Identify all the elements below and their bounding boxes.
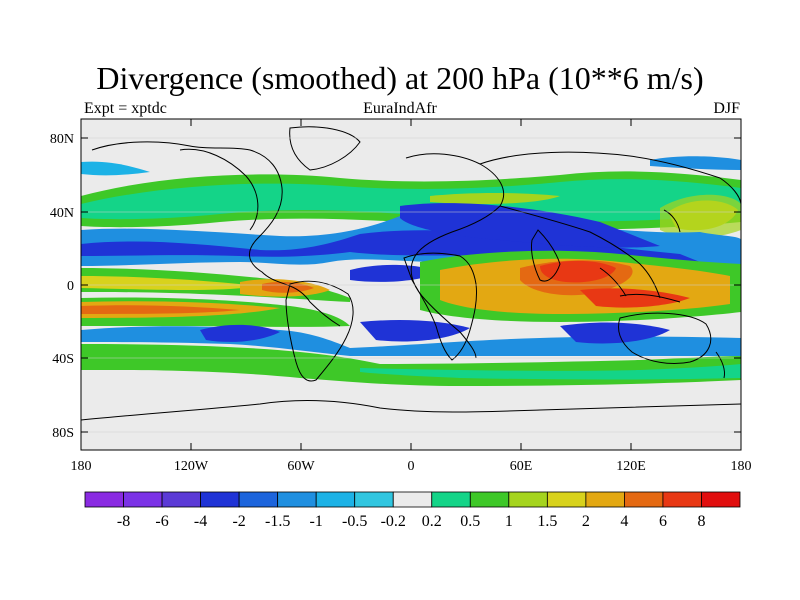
colorbar-swatch — [662, 491, 702, 508]
field-south-light-green — [360, 364, 741, 380]
colorbar-label: -6 — [155, 513, 168, 530]
graticule — [81, 137, 741, 433]
colorbar-swatch — [508, 491, 548, 508]
colorbar-label: -1 — [310, 513, 323, 530]
lon-label-60e: 60E — [510, 459, 533, 474]
lon-label-180e: 180 — [731, 459, 752, 474]
colorbar-swatch — [392, 491, 433, 508]
colorbar-labels: -8 -6 -4 -2 -1.5 -1 -0.5 -0.2 0.2 0.5 1 1.5 2 4 6 8 — [117, 513, 706, 530]
colorbar-label: 0.5 — [460, 513, 480, 530]
colorbar-label: 0.2 — [422, 513, 442, 530]
field-south-tropics-red — [81, 305, 240, 314]
lon-label-60w: 60W — [287, 459, 315, 474]
lat-label-40s: 40S — [52, 352, 74, 367]
field-arctic-blue — [81, 161, 150, 176]
colorbar-swatch — [123, 491, 163, 508]
colorbar-swatch — [161, 491, 201, 508]
lat-label-eq: 0 — [67, 279, 74, 294]
colorbar-swatch — [546, 491, 587, 508]
colorbar-swatch — [84, 491, 124, 508]
colorbar-label: -2 — [232, 513, 245, 530]
lat-label-80s: 80S — [52, 426, 74, 441]
lat-label-80n: 80N — [50, 132, 74, 147]
colorbar-swatch — [238, 491, 279, 508]
field-atlantic-blue — [350, 264, 440, 282]
colorbar-swatch — [624, 491, 664, 508]
colorbar-swatch — [315, 491, 356, 508]
colorbar-label: 1 — [505, 513, 513, 530]
colorbar-label: -1.5 — [265, 513, 290, 530]
colorbar-label: 4 — [620, 513, 628, 530]
colorbar — [84, 491, 741, 508]
field-north-blue-patch — [650, 156, 741, 170]
colorbar-label: -0.5 — [342, 513, 367, 530]
colorbar-label: -8 — [117, 513, 130, 530]
experiment-label: Expt = xptdc — [84, 100, 167, 117]
field-japan-green — [660, 194, 741, 238]
colorbar-swatch — [469, 491, 510, 508]
colorbar-label: 6 — [659, 513, 667, 530]
colorbar-swatch — [701, 491, 741, 508]
colorbar-swatch — [354, 491, 394, 508]
lon-label-180w: 180 — [71, 459, 92, 474]
map-title: Divergence (smoothed) at 200 hPa (10**6 … — [96, 60, 704, 96]
axis-ticks — [81, 119, 741, 450]
field-asia-darkblue — [400, 203, 660, 248]
lat-label-40n: 40N — [50, 206, 74, 221]
lon-label-120e: 120E — [616, 459, 646, 474]
coastlines — [81, 126, 741, 421]
field-south-darkblue-3 — [560, 322, 670, 344]
season-label: DJF — [713, 100, 740, 117]
colorbar-swatch — [200, 491, 240, 508]
field-north-light-green — [81, 179, 741, 222]
field-maritime-red — [580, 288, 690, 308]
field-samerica-red — [262, 281, 314, 293]
colorbar-label: -4 — [194, 513, 207, 530]
colorbar-label: -0.2 — [381, 513, 406, 530]
colorbar-label: 8 — [697, 513, 705, 530]
field-south-darkblue-2 — [360, 320, 470, 342]
colorbar-label: 1.5 — [537, 513, 557, 530]
colorbar-swatch — [431, 491, 471, 508]
lon-label-0: 0 — [408, 459, 415, 474]
colorbar-label: 2 — [582, 513, 590, 530]
colorbar-swatch — [585, 491, 625, 508]
lon-label-120w: 120W — [174, 459, 209, 474]
field-north-yellow — [430, 193, 560, 204]
colorbar-swatch — [277, 491, 317, 508]
region-label: EuraIndAfr — [363, 100, 437, 117]
field-pacific-yellow — [81, 276, 260, 290]
field-south-darkblue-1 — [200, 324, 280, 342]
